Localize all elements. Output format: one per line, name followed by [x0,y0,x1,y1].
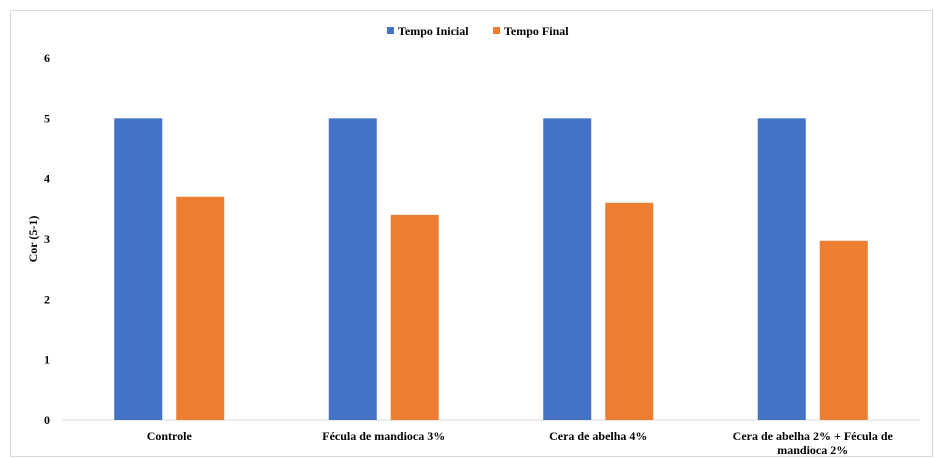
bars [114,118,868,420]
y-tick-label: 3 [44,232,50,246]
chart-legend: Tempo Inicial Tempo Final [387,24,569,38]
category-label: Fécula de mandioca 3% [322,429,445,443]
category-label: Controle [147,429,193,443]
bar-tempo-final-2 [605,202,654,420]
category-label-line: Fécula de mandioca 3% [322,429,445,443]
bar-tempo-inicial-1 [328,118,377,420]
legend-label: Tempo Inicial [398,24,469,38]
category-label-line: Cera de abelha 4% [549,429,647,443]
bar-tempo-final-1 [390,214,439,420]
y-tick-label: 0 [44,413,50,427]
y-axis-ticks: 0 1 2 3 4 5 6 [44,51,50,427]
legend-swatch [387,27,394,34]
y-tick-label: 1 [44,353,50,367]
legend-swatch [493,27,500,34]
y-tick-label: 4 [44,172,50,186]
bar-tempo-final-3 [819,240,868,420]
y-tick-label: 5 [44,111,50,125]
category-label-line: Controle [147,429,193,443]
category-label: Cera de abelha 2% + Fécula de mandioca 2% [733,429,894,457]
y-axis-label: Cor (5-1) [26,216,40,263]
y-tick-label: 2 [44,292,50,306]
bar-tempo-inicial-3 [757,118,806,420]
category-label-line: mandioca 2% [777,443,848,457]
bar-tempo-final-0 [176,196,225,420]
legend-label: Tempo Final [504,24,569,38]
y-tick-label: 6 [44,51,50,65]
bar-tempo-inicial-2 [543,118,592,420]
category-label-line: Cera de abelha 2% + Fécula de [733,429,894,443]
bar-tempo-inicial-0 [114,118,163,420]
category-labels: Controle Fécula de mandioca 3% Cera de abe… [147,429,894,457]
category-label: Cera de abelha 4% [549,429,647,443]
